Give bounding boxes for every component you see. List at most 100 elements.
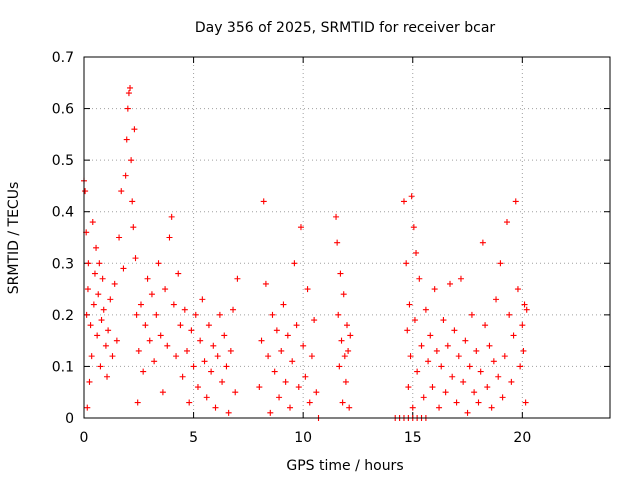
data-point (120, 265, 127, 272)
data-point (403, 260, 410, 267)
data-point (495, 373, 502, 380)
data-point (440, 317, 447, 324)
data-point (457, 275, 464, 282)
data-point (269, 311, 276, 318)
x-tick-label: 10 (294, 430, 312, 446)
data-point (192, 311, 199, 318)
data-point (168, 213, 175, 220)
data-point (420, 394, 427, 401)
data-point (94, 332, 101, 339)
data-point (234, 275, 241, 282)
data-point (291, 260, 298, 267)
data-point (293, 322, 300, 329)
data-point (284, 332, 291, 339)
data-point (155, 260, 162, 267)
plot-frame (83, 56, 611, 419)
tick-layer (83, 56, 610, 419)
data-point (205, 322, 212, 329)
data-point (490, 358, 497, 365)
data-point (422, 306, 429, 313)
data-point (460, 378, 467, 385)
data-point (83, 311, 90, 318)
data-point (512, 198, 519, 205)
data-point (99, 275, 106, 282)
data-point (449, 373, 456, 380)
x-axis-label: GPS time / hours (286, 458, 403, 474)
data-point (188, 327, 195, 334)
data-point (201, 358, 208, 365)
data-point (471, 389, 478, 396)
data-point (93, 244, 100, 251)
data-point (148, 291, 155, 298)
data-point (109, 353, 116, 360)
data-point (118, 188, 125, 195)
data-point (97, 363, 104, 370)
data-point (256, 384, 263, 391)
data-point (203, 394, 210, 401)
data-point (102, 342, 109, 349)
data-point (153, 311, 160, 318)
data-point (523, 306, 530, 313)
data-point (181, 306, 188, 313)
data-point (345, 347, 352, 354)
data-point (473, 347, 480, 354)
data-point (219, 378, 226, 385)
data-point (91, 270, 98, 277)
y-tick-label: 0.6 (52, 102, 74, 118)
data-point (166, 234, 173, 241)
data-point (86, 378, 93, 385)
data-point (227, 347, 234, 354)
data-point (302, 373, 309, 380)
data-point (411, 317, 418, 324)
data-point (186, 399, 193, 406)
data-point (462, 337, 469, 344)
data-point (194, 384, 201, 391)
data-point (503, 219, 510, 226)
data-point (442, 389, 449, 396)
data-point (508, 378, 515, 385)
data-point (146, 337, 153, 344)
data-point (431, 286, 438, 293)
data-point (134, 399, 141, 406)
data-point (334, 239, 341, 246)
data-point (282, 378, 289, 385)
data-point (267, 409, 274, 416)
data-point (521, 301, 528, 308)
data-point (289, 358, 296, 365)
data-point (297, 224, 304, 231)
data-point (116, 234, 123, 241)
data-point (142, 322, 149, 329)
data-point (453, 399, 460, 406)
data-point (501, 353, 508, 360)
y-tick-label: 0.7 (52, 50, 74, 66)
data-point (129, 198, 136, 205)
chart-title: Day 356 of 2025, SRMTID for receiver bca… (195, 20, 496, 36)
data-point (230, 306, 237, 313)
data-point (336, 363, 343, 370)
data-point (199, 296, 206, 303)
y-tick-label: 0.5 (52, 153, 74, 169)
data-point (87, 322, 94, 329)
data-point (232, 389, 239, 396)
data-point (111, 280, 118, 287)
data-point (347, 332, 354, 339)
data-point (482, 322, 489, 329)
data-point (404, 327, 411, 334)
data-point (151, 358, 158, 365)
data-point (278, 347, 285, 354)
data-point (271, 368, 278, 375)
data-point (85, 260, 92, 267)
data-point (455, 353, 462, 360)
data-point (416, 275, 423, 282)
data-point (125, 90, 132, 97)
y-tick-label: 0.4 (52, 205, 74, 221)
data-point (258, 337, 265, 344)
data-point (400, 198, 407, 205)
data-point (514, 286, 521, 293)
point-layer (81, 84, 530, 421)
x-tick-label: 0 (80, 430, 89, 446)
data-point (137, 301, 144, 308)
data-point (308, 353, 315, 360)
data-point (408, 193, 415, 200)
y-tick-label: 0.3 (52, 256, 74, 272)
